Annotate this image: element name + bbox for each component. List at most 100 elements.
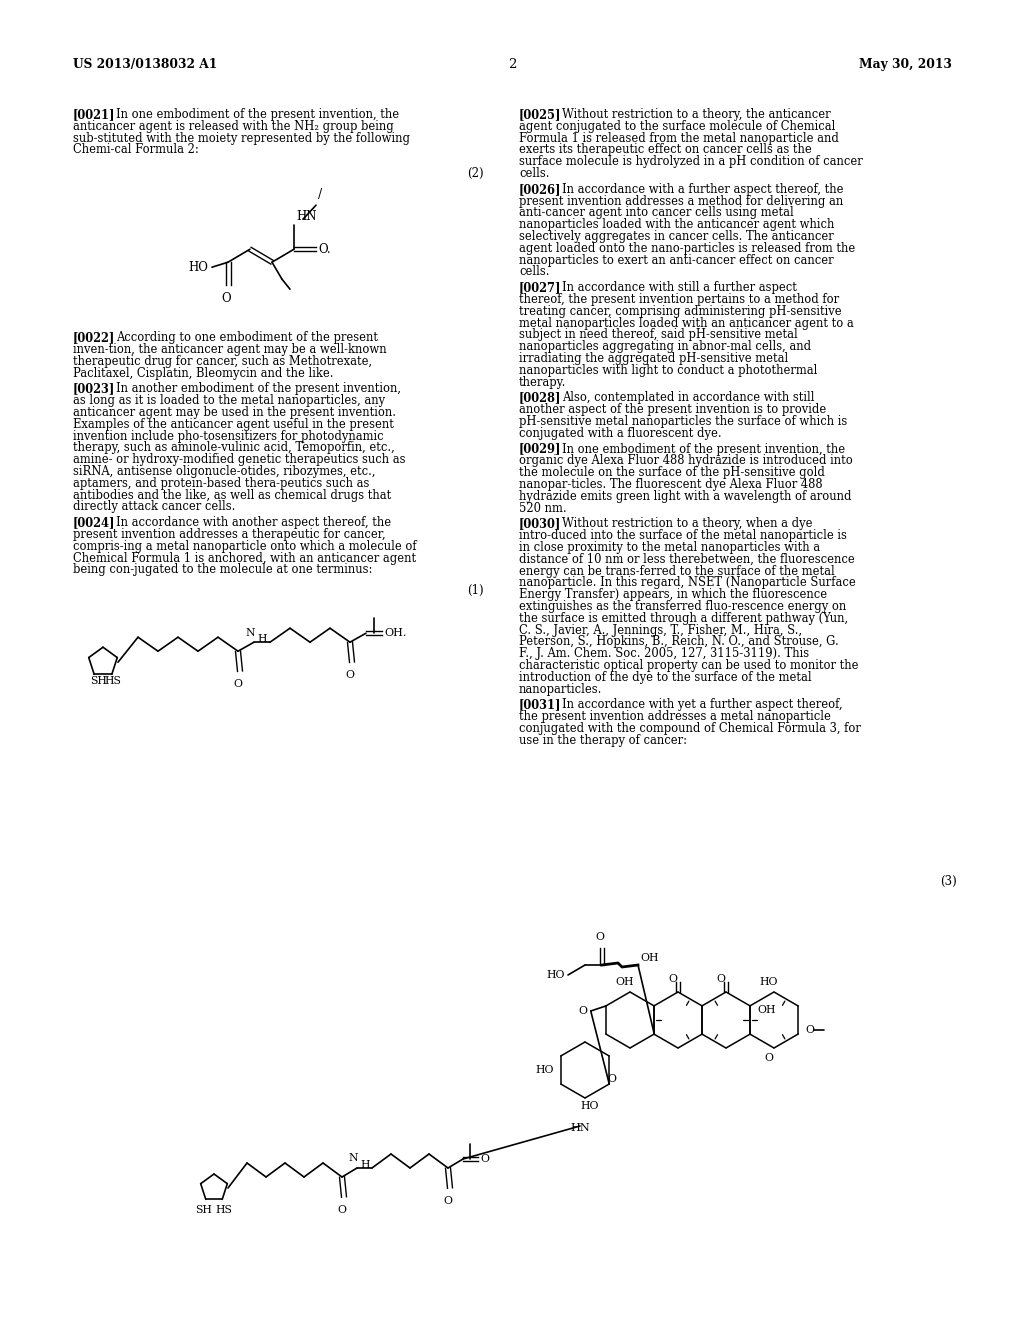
Text: O: O — [443, 1196, 453, 1206]
Text: (2): (2) — [467, 168, 483, 181]
Text: HO: HO — [547, 970, 565, 979]
Text: present invention addresses a therapeutic for cancer,: present invention addresses a therapeuti… — [73, 528, 386, 541]
Text: nanopar-ticles. The fluorescent dye Alexa Fluor 488: nanopar-ticles. The fluorescent dye Alex… — [519, 478, 822, 491]
Text: therapy.: therapy. — [519, 376, 566, 388]
Text: the molecule on the surface of the pH-sensitive gold: the molecule on the surface of the pH-se… — [519, 466, 825, 479]
Text: nanoparticles to exert an anti-cancer effect on cancer: nanoparticles to exert an anti-cancer ef… — [519, 253, 834, 267]
Text: O.: O. — [318, 243, 331, 256]
Text: [0029]: [0029] — [519, 442, 561, 455]
Text: as long as it is loaded to the metal nanoparticles, any: as long as it is loaded to the metal nan… — [73, 395, 385, 407]
Text: distance of 10 nm or less therebetween, the fluorescence: distance of 10 nm or less therebetween, … — [519, 553, 855, 566]
Text: irradiating the aggregated pH-sensitive metal: irradiating the aggregated pH-sensitive … — [519, 352, 788, 366]
Text: antibodies and the like, as well as chemical drugs that: antibodies and the like, as well as chem… — [73, 488, 391, 502]
Text: Examples of the anticancer agent useful in the present: Examples of the anticancer agent useful … — [73, 418, 394, 430]
Text: (3): (3) — [940, 875, 956, 888]
Text: conjugated with a fluorescent dye.: conjugated with a fluorescent dye. — [519, 426, 722, 440]
Text: [0031]: [0031] — [519, 698, 561, 711]
Text: another aspect of the present invention is to provide: another aspect of the present invention … — [519, 403, 826, 416]
Text: Formula 1 is released from the metal nanoparticle and: Formula 1 is released from the metal nan… — [519, 132, 839, 145]
Text: HO: HO — [760, 977, 778, 987]
Text: O: O — [233, 680, 243, 689]
Text: O: O — [765, 1053, 773, 1063]
Text: Paclitaxel, Cisplatin, Bleomycin and the like.: Paclitaxel, Cisplatin, Bleomycin and the… — [73, 367, 334, 380]
Text: [0025]: [0025] — [519, 108, 561, 121]
Text: Also, contemplated in accordance with still: Also, contemplated in accordance with st… — [562, 392, 815, 404]
Text: (1): (1) — [467, 585, 483, 597]
Text: OH: OH — [757, 1005, 775, 1015]
Text: directly attack cancer cells.: directly attack cancer cells. — [73, 500, 236, 513]
Text: C. S., Javier, A., Jennings, T., Fisher, M., Hira, S.,: C. S., Javier, A., Jennings, T., Fisher,… — [519, 623, 802, 636]
Text: [0028]: [0028] — [519, 392, 561, 404]
Text: O: O — [717, 974, 725, 983]
Text: SH: SH — [90, 676, 106, 686]
Text: extinguishes as the transferred fluo-rescence energy on: extinguishes as the transferred fluo-res… — [519, 601, 846, 612]
Text: nanoparticles loaded with the anticancer agent which: nanoparticles loaded with the anticancer… — [519, 218, 835, 231]
Text: OH: OH — [615, 977, 634, 987]
Text: N: N — [348, 1152, 357, 1163]
Text: HO: HO — [581, 1101, 599, 1111]
Text: introduction of the dye to the surface of the metal: introduction of the dye to the surface o… — [519, 671, 812, 684]
Text: pH-sensitive metal nanoparticles the surface of which is: pH-sensitive metal nanoparticles the sur… — [519, 414, 847, 428]
Text: energy can be trans-ferred to the surface of the metal: energy can be trans-ferred to the surfac… — [519, 565, 835, 578]
Text: nanoparticles aggregating in abnor-mal cells, and: nanoparticles aggregating in abnor-mal c… — [519, 341, 811, 354]
Text: anticancer agent is released with the NH₂ group being: anticancer agent is released with the NH… — [73, 120, 394, 133]
Text: present invention addresses a method for delivering an: present invention addresses a method for… — [519, 194, 843, 207]
Text: [0030]: [0030] — [519, 517, 561, 531]
Text: O: O — [805, 1026, 814, 1035]
Text: [0023]: [0023] — [73, 383, 116, 396]
Text: 2: 2 — [508, 58, 516, 71]
Text: in close proximity to the metal nanoparticles with a: in close proximity to the metal nanopart… — [519, 541, 820, 554]
Text: anticancer agent may be used in the present invention.: anticancer agent may be used in the pres… — [73, 407, 396, 418]
Text: agent conjugated to the surface molecule of Chemical: agent conjugated to the surface molecule… — [519, 120, 836, 133]
Text: conjugated with the compound of Chemical Formula 3, for: conjugated with the compound of Chemical… — [519, 722, 861, 735]
Text: metal nanoparticles loaded with an anticancer agent to a: metal nanoparticles loaded with an antic… — [519, 317, 854, 330]
Text: O: O — [480, 1154, 489, 1164]
Text: treating cancer, comprising administering pH-sensitive: treating cancer, comprising administerin… — [519, 305, 842, 318]
Text: organic dye Alexa Fluor 488 hydrazide is introduced into: organic dye Alexa Fluor 488 hydrazide is… — [519, 454, 853, 467]
Text: O: O — [579, 1006, 588, 1016]
Text: amine- or hydroxy-modified genetic therapeutics such as: amine- or hydroxy-modified genetic thera… — [73, 453, 406, 466]
Text: Chemical Formula 1 is anchored, with an anticancer agent: Chemical Formula 1 is anchored, with an … — [73, 552, 416, 565]
Text: O: O — [669, 974, 678, 983]
Text: use in the therapy of cancer:: use in the therapy of cancer: — [519, 734, 687, 747]
Text: O: O — [221, 292, 230, 305]
Text: According to one embodiment of the present: According to one embodiment of the prese… — [117, 331, 379, 345]
Text: In another embodiment of the present invention,: In another embodiment of the present inv… — [117, 383, 401, 396]
Text: May 30, 2013: May 30, 2013 — [859, 58, 952, 71]
Text: O: O — [596, 932, 604, 942]
Text: N: N — [246, 628, 255, 638]
Text: US 2013/0138032 A1: US 2013/0138032 A1 — [73, 58, 217, 71]
Text: [0021]: [0021] — [73, 108, 116, 121]
Text: being con-jugated to the molecule at one terminus:: being con-jugated to the molecule at one… — [73, 564, 373, 577]
Text: inven-tion, the anticancer agent may be a well-known: inven-tion, the anticancer agent may be … — [73, 343, 387, 356]
Text: [0022]: [0022] — [73, 331, 116, 345]
Text: nanoparticles with light to conduct a photothermal: nanoparticles with light to conduct a ph… — [519, 364, 817, 376]
Text: 520 nm.: 520 nm. — [519, 502, 566, 515]
Text: In one embodiment of the present invention, the: In one embodiment of the present inventi… — [117, 108, 399, 121]
Text: Peterson, S., Hopkins, B., Reich, N. O., and Strouse, G.: Peterson, S., Hopkins, B., Reich, N. O.,… — [519, 635, 839, 648]
Text: cells.: cells. — [519, 265, 550, 279]
Text: siRNA, antisense oligonucle-otides, ribozymes, etc.,: siRNA, antisense oligonucle-otides, ribo… — [73, 465, 376, 478]
Text: HO: HO — [536, 1065, 554, 1074]
Text: agent loaded onto the nano-particles is released from the: agent loaded onto the nano-particles is … — [519, 242, 855, 255]
Text: Chemi-cal Formula 2:: Chemi-cal Formula 2: — [73, 144, 199, 156]
Text: Without restriction to a theory, the anticancer: Without restriction to a theory, the ant… — [562, 108, 831, 121]
Text: [0024]: [0024] — [73, 516, 116, 529]
Text: In accordance with another aspect thereof, the: In accordance with another aspect thereo… — [117, 516, 391, 529]
Text: O: O — [338, 1205, 346, 1214]
Text: /: / — [318, 189, 323, 201]
Text: O: O — [345, 671, 354, 680]
Text: HN: HN — [570, 1123, 590, 1133]
Text: hydrazide emits green light with a wavelength of around: hydrazide emits green light with a wavel… — [519, 490, 852, 503]
Text: OH.: OH. — [384, 628, 407, 638]
Text: subject in need thereof, said pH-sensitive metal: subject in need thereof, said pH-sensiti… — [519, 329, 798, 342]
Text: invention include pho-tosensitizers for photodynamic: invention include pho-tosensitizers for … — [73, 429, 384, 442]
Text: compris-ing a metal nanoparticle onto which a molecule of: compris-ing a metal nanoparticle onto wh… — [73, 540, 417, 553]
Text: the surface is emitted through a different pathway (Yun,: the surface is emitted through a differe… — [519, 611, 848, 624]
Text: selectively aggregates in cancer cells. The anticancer: selectively aggregates in cancer cells. … — [519, 230, 834, 243]
Text: surface molecule is hydrolyzed in a pH condition of cancer: surface molecule is hydrolyzed in a pH c… — [519, 156, 863, 168]
Text: H: H — [360, 1160, 370, 1170]
Text: aptamers, and protein-based thera-peutics such as: aptamers, and protein-based thera-peutic… — [73, 477, 370, 490]
Text: In accordance with yet a further aspect thereof,: In accordance with yet a further aspect … — [562, 698, 843, 711]
Text: [0026]: [0026] — [519, 182, 561, 195]
